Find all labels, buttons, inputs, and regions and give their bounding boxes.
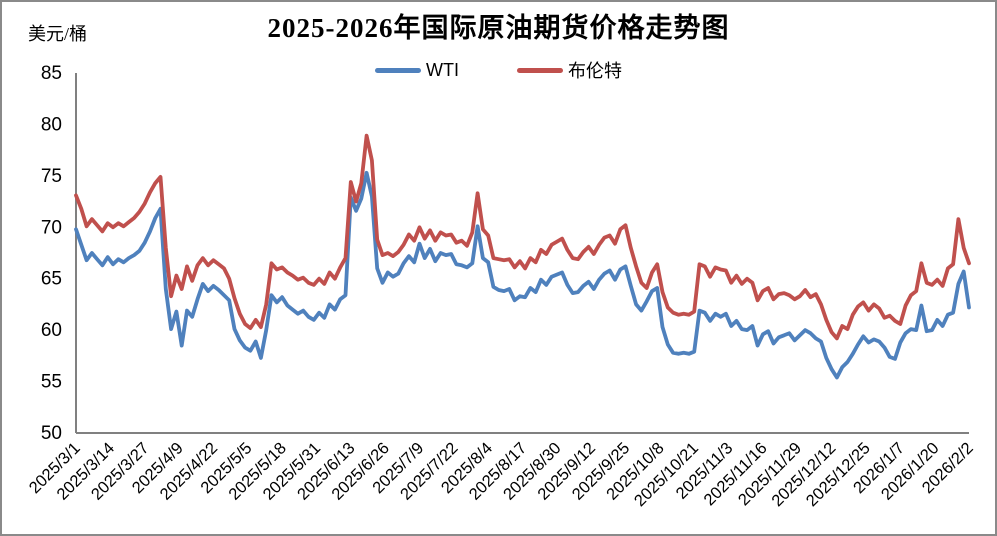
legend-item-brent: 布伦特	[517, 57, 622, 83]
y-tick-label: 80	[41, 114, 62, 135]
brent-legend-label: 布伦特	[568, 61, 622, 81]
legend: WTI 布伦特	[2, 57, 995, 83]
wti-line-swatch	[375, 67, 421, 73]
x-axis-tick-labels: 2025/3/12025/3/142025/3/272025/4/92025/4…	[26, 439, 977, 510]
y-axis-tick-labels: 50 55 60 65 70 75 80 85	[41, 63, 62, 444]
y-tick-label: 65	[41, 269, 62, 290]
wti-series-line	[74, 170, 971, 380]
y-tick-label: 85	[41, 63, 62, 84]
y-tick-label: 55	[41, 372, 62, 393]
y-tick-label: 50	[41, 423, 62, 444]
chart-title: 2025-2026年国际原油期货价格走势图	[267, 13, 730, 43]
y-tick-label: 70	[41, 217, 62, 238]
y-axis-unit-label: 美元/桶	[28, 24, 88, 44]
brent-series-line	[74, 133, 971, 341]
wti-legend-label: WTI	[426, 59, 459, 80]
legend-item-wti: WTI	[375, 60, 459, 81]
brent-line-swatch	[517, 67, 563, 73]
y-tick-label: 60	[41, 320, 62, 341]
y-tick-label: 75	[41, 166, 62, 187]
